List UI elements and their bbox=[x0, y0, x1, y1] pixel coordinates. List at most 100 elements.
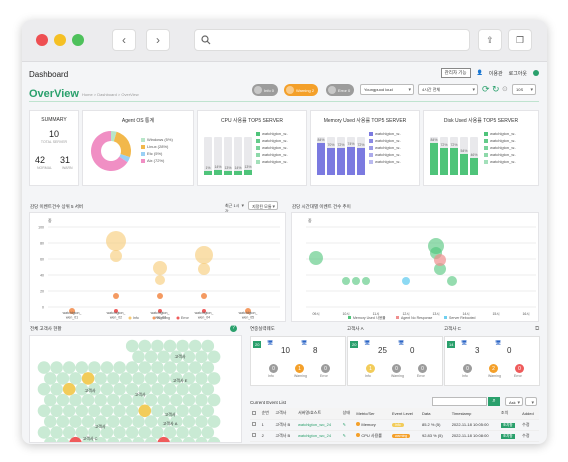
server-hex[interactable] bbox=[132, 436, 145, 443]
server-hex[interactable] bbox=[37, 426, 51, 439]
server-hex[interactable] bbox=[176, 404, 189, 418]
server-hex[interactable] bbox=[37, 361, 51, 374]
column-header[interactable]: Metric/Ser bbox=[354, 408, 390, 420]
column-header[interactable]: Timestamp bbox=[449, 408, 499, 420]
server-hex[interactable] bbox=[50, 404, 63, 418]
server-hex[interactable] bbox=[37, 382, 51, 396]
server-hex[interactable] bbox=[81, 415, 95, 428]
settings-icon[interactable]: ⊙ bbox=[502, 86, 508, 93]
server-hex[interactable] bbox=[182, 436, 196, 443]
server-hex[interactable] bbox=[144, 372, 158, 385]
server-hex[interactable] bbox=[88, 404, 101, 418]
edit-icon[interactable]: ✎ bbox=[342, 422, 347, 427]
error-bubble[interactable] bbox=[158, 309, 162, 313]
server-hex[interactable] bbox=[107, 415, 120, 428]
server-hex[interactable] bbox=[94, 415, 107, 428]
event-range-select[interactable]: 최근 1시간 bbox=[222, 201, 246, 214]
server-hex[interactable] bbox=[207, 393, 221, 407]
bar-1[interactable] bbox=[440, 147, 448, 175]
error-bubble[interactable] bbox=[114, 309, 118, 313]
memory-bubble[interactable] bbox=[352, 277, 360, 285]
server-hex[interactable] bbox=[195, 415, 208, 428]
server-hex[interactable] bbox=[195, 393, 208, 407]
server-hex[interactable] bbox=[138, 382, 152, 396]
server-hex[interactable] bbox=[94, 436, 107, 443]
server-hex[interactable] bbox=[75, 426, 89, 439]
warning-bubble[interactable] bbox=[245, 308, 251, 314]
bar-4[interactable] bbox=[244, 170, 252, 175]
column-header[interactable]: 순번 bbox=[259, 408, 274, 420]
server-hex[interactable] bbox=[188, 404, 202, 418]
server-hex[interactable] bbox=[176, 382, 189, 396]
table-cell[interactable]: watchlgton_wo_24 bbox=[295, 419, 341, 431]
server-hex[interactable] bbox=[170, 415, 183, 428]
memory-bubble[interactable] bbox=[428, 238, 444, 254]
customer-card[interactable]: 14 🖥 3 🖥 0 0 Info 2 Warning 0 Error bbox=[444, 336, 540, 386]
server-hex[interactable] bbox=[157, 436, 170, 443]
server-hex[interactable] bbox=[107, 436, 120, 443]
server-hex[interactable] bbox=[195, 350, 208, 364]
server-hex[interactable] bbox=[157, 415, 170, 428]
agent-bubble[interactable] bbox=[434, 254, 446, 266]
bar-3[interactable] bbox=[234, 170, 242, 175]
warning-bubble[interactable] bbox=[201, 293, 207, 299]
server-hex[interactable] bbox=[125, 361, 139, 374]
help-icon[interactable]: ? bbox=[230, 325, 237, 332]
server-hex[interactable] bbox=[100, 404, 114, 418]
column-header[interactable]: 조치 bbox=[498, 408, 521, 420]
server-hex[interactable] bbox=[125, 426, 139, 439]
error-filter-pill[interactable]: Error 0 bbox=[326, 84, 355, 96]
event-search-button[interactable]: ⌕ bbox=[488, 397, 500, 406]
server-hex[interactable] bbox=[157, 393, 170, 407]
interval-select[interactable]: 4시간 전체 bbox=[418, 84, 478, 95]
server-hex[interactable] bbox=[132, 350, 145, 364]
server-hex[interactable] bbox=[132, 415, 145, 428]
customer-card[interactable]: 20 🖥 25 🖥 0 1 Info 0 Warning 0 Error bbox=[347, 336, 443, 386]
server-hex[interactable] bbox=[119, 436, 133, 443]
server-hex[interactable] bbox=[69, 372, 82, 385]
server-hex[interactable] bbox=[207, 372, 221, 385]
server-hex[interactable] bbox=[144, 350, 158, 364]
server-hex[interactable] bbox=[207, 436, 221, 443]
memory-bubble[interactable] bbox=[309, 251, 323, 265]
server-hex[interactable] bbox=[113, 361, 126, 374]
server-hex[interactable] bbox=[125, 404, 139, 418]
server-hex[interactable] bbox=[100, 426, 114, 439]
server-hex[interactable] bbox=[81, 393, 95, 407]
event-search-input[interactable] bbox=[432, 397, 487, 406]
event-module-select[interactable]: 지정된 모듈 bbox=[248, 201, 278, 210]
page-size-select[interactable]: 10S bbox=[512, 84, 536, 95]
column-header[interactable]: 상태 bbox=[340, 408, 355, 420]
server-hex[interactable] bbox=[201, 426, 215, 439]
column-header[interactable]: Event Level bbox=[390, 408, 420, 420]
server-hex[interactable] bbox=[107, 393, 120, 407]
username[interactable]: 이용관 bbox=[488, 70, 503, 77]
server-hex[interactable] bbox=[163, 404, 177, 418]
memory-bubble[interactable] bbox=[447, 276, 457, 286]
info-bubble[interactable] bbox=[110, 250, 122, 262]
info-bubble[interactable] bbox=[195, 246, 213, 264]
server-hex[interactable] bbox=[188, 361, 202, 374]
server-hex[interactable] bbox=[201, 361, 215, 374]
server-hex[interactable] bbox=[88, 382, 101, 396]
server-hex[interactable] bbox=[163, 382, 177, 396]
server-hex[interactable] bbox=[170, 350, 183, 364]
warning-bubble[interactable] bbox=[113, 293, 119, 299]
checkbox[interactable] bbox=[252, 422, 256, 426]
bar-2[interactable] bbox=[450, 147, 458, 175]
server-hex[interactable] bbox=[182, 372, 196, 385]
server-hex[interactable] bbox=[201, 382, 215, 396]
customer-card[interactable]: 20 🖥 10 🖥 8 0 Info 1 Warning 0 Error bbox=[250, 336, 346, 386]
server-hex[interactable] bbox=[151, 404, 164, 418]
server-hex[interactable] bbox=[151, 382, 164, 396]
server-hex[interactable] bbox=[188, 382, 202, 396]
server-hex[interactable] bbox=[195, 372, 208, 385]
info-bubble[interactable] bbox=[198, 263, 210, 275]
server-hex[interactable] bbox=[44, 436, 57, 443]
forward-button[interactable]: › bbox=[146, 29, 170, 51]
back-button[interactable]: ‹ bbox=[112, 29, 136, 51]
bar-2[interactable] bbox=[337, 147, 345, 175]
server-hex[interactable] bbox=[94, 372, 107, 385]
server-hex[interactable] bbox=[62, 382, 76, 396]
server-hex[interactable] bbox=[69, 436, 82, 443]
